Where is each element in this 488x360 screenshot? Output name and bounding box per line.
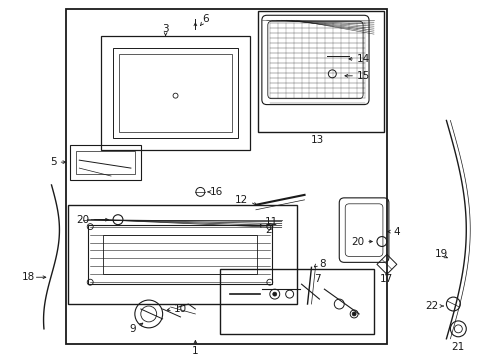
Bar <box>66 9 386 344</box>
Text: 4: 4 <box>393 226 400 237</box>
Text: 19: 19 <box>434 249 447 260</box>
Text: 13: 13 <box>310 135 324 145</box>
Text: 12: 12 <box>234 195 247 205</box>
Text: 11: 11 <box>264 217 278 227</box>
Text: 21: 21 <box>451 342 464 352</box>
Text: 2: 2 <box>264 225 271 235</box>
Text: 3: 3 <box>162 24 168 34</box>
Bar <box>220 269 373 334</box>
Text: 6: 6 <box>202 14 208 24</box>
Text: 20: 20 <box>76 215 89 225</box>
Bar <box>257 11 383 132</box>
Text: 20: 20 <box>350 237 364 247</box>
Text: 22: 22 <box>425 301 438 311</box>
Text: 8: 8 <box>319 259 325 269</box>
Text: 17: 17 <box>380 274 393 284</box>
Text: 5: 5 <box>50 157 56 167</box>
Bar <box>68 205 296 304</box>
Text: 14: 14 <box>356 54 369 64</box>
Text: 10: 10 <box>173 304 186 314</box>
Text: 18: 18 <box>21 272 35 282</box>
Text: 7: 7 <box>314 274 321 284</box>
Text: 15: 15 <box>356 71 369 81</box>
Circle shape <box>351 312 355 316</box>
Text: 9: 9 <box>129 324 136 334</box>
Text: 16: 16 <box>210 187 223 197</box>
Circle shape <box>272 292 276 296</box>
Text: 1: 1 <box>192 346 198 356</box>
